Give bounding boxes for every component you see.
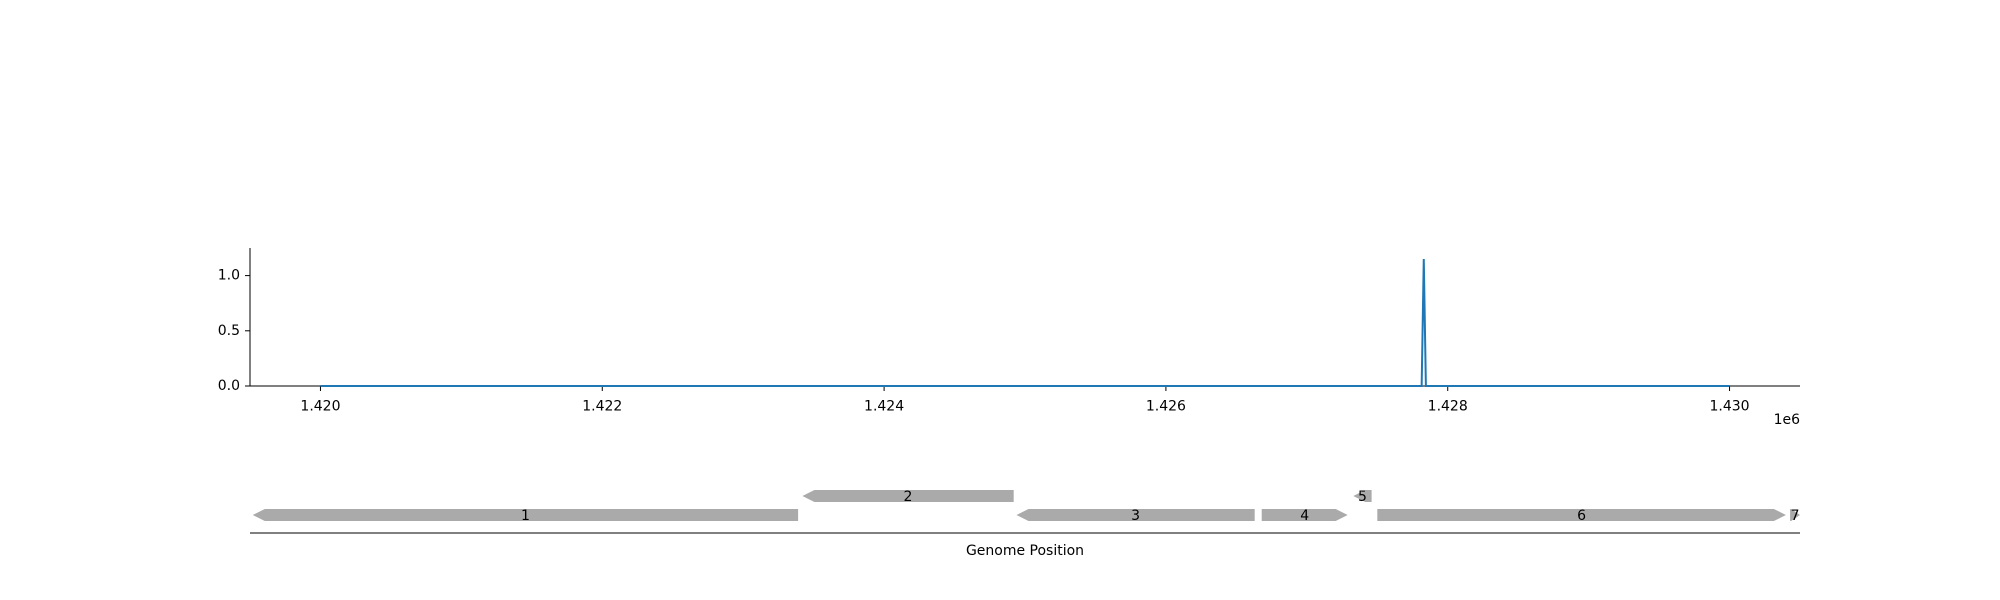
signal-panel: 0.0 0.5 1.0 1.420 1.422 1.424 1.426 1.428 1.430…	[218, 248, 1800, 428]
gene-feature-3	[1016, 509, 1255, 521]
gene-label-5: 5	[1358, 489, 1367, 505]
signal-line	[320, 259, 1730, 387]
x-offset-label: 1e6	[1774, 412, 1801, 428]
x-tick-label: 1.424	[864, 399, 904, 415]
y-tick-label: 0.0	[218, 378, 240, 394]
gene-feature-7	[1790, 509, 1800, 521]
x-tick-label: 1.430	[1709, 399, 1749, 415]
gene-label-6: 6	[1577, 508, 1586, 524]
gene-feature-1	[252, 509, 799, 521]
x-tick-label: 1.428	[1428, 399, 1468, 415]
gene-label-1: 1	[521, 508, 530, 524]
y-ticks: 0.0 0.5 1.0	[218, 268, 250, 394]
x-tick-label: 1.422	[582, 399, 622, 415]
y-tick-label: 1.0	[218, 268, 240, 284]
gene-map-panel: 1 2 3 4 5 6 7 Genome Position	[250, 489, 1800, 559]
gene-label-7: 7	[1791, 508, 1800, 524]
gene-feature-4	[1261, 509, 1348, 521]
x-tick-label: 1.426	[1146, 399, 1186, 415]
x-ticks: 1.420 1.422 1.424 1.426 1.428 1.430	[300, 386, 1750, 415]
gene-features: 1 2 3 4 5 6 7	[252, 489, 1800, 524]
x-tick-label: 1.420	[300, 399, 340, 415]
gene-label-3: 3	[1131, 508, 1140, 524]
y-tick-label: 0.5	[218, 323, 240, 339]
gene-feature-6	[1377, 509, 1786, 521]
gene-label-4: 4	[1300, 508, 1309, 524]
gene-feature-5	[1353, 490, 1372, 502]
gene-label-2: 2	[904, 489, 913, 505]
gene-feature-2	[802, 490, 1014, 502]
genome-axis-title: Genome Position	[966, 543, 1084, 559]
